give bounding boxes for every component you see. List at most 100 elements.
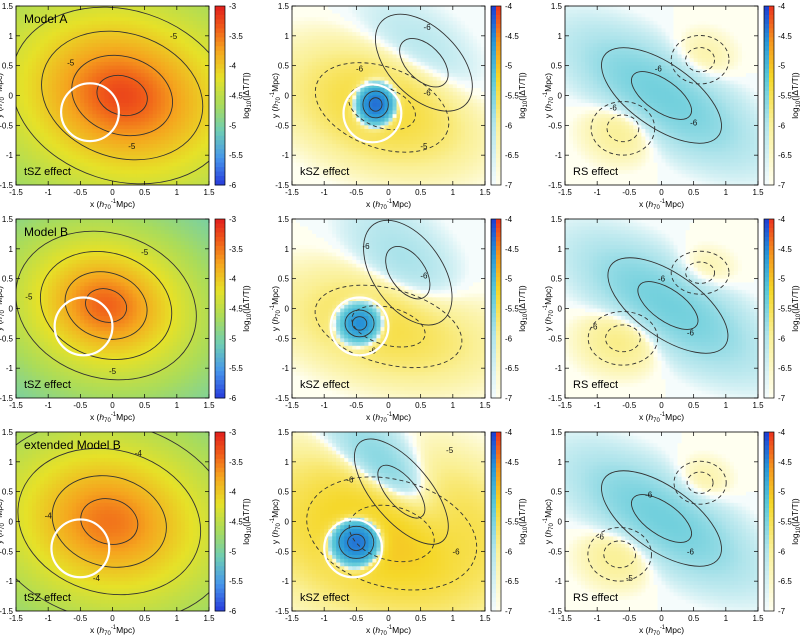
heatmap-cell — [84, 9, 89, 15]
contour-line — [16, 6, 209, 185]
heatmap-cell — [40, 166, 45, 171]
heatmap-cell — [76, 121, 81, 126]
heatmap-cell — [188, 151, 194, 156]
heatmap-cell — [420, 76, 426, 82]
heatmap-cell — [460, 20, 466, 26]
heatmap-cell — [124, 132, 130, 138]
heatmap-cell — [416, 65, 422, 70]
heatmap-cell — [316, 50, 321, 56]
heatmap-cell — [360, 69, 365, 74]
heatmap-cell — [344, 76, 349, 82]
colorbar-swatch-positive — [496, 28, 501, 34]
heatmap-cell — [404, 17, 410, 22]
heatmap-cell — [380, 125, 386, 130]
colorbar-swatch-positive — [496, 140, 501, 146]
heatmap-cell — [36, 114, 41, 119]
heatmap-cell — [424, 181, 430, 185]
heatmap-cell — [180, 65, 186, 70]
heatmap-cell — [164, 54, 170, 59]
heatmap-cell — [296, 35, 301, 41]
y-tick-label: 0.5 — [278, 62, 290, 71]
heatmap-cell — [84, 47, 89, 52]
heatmap-cell — [372, 166, 378, 171]
heatmap-cell — [112, 47, 118, 52]
heatmap-cell — [56, 65, 61, 70]
heatmap-cell — [460, 47, 466, 52]
heatmap-cell — [196, 102, 202, 108]
heatmap-cell — [340, 158, 345, 164]
heatmap-cell — [176, 88, 182, 93]
heatmap-cell — [448, 9, 454, 15]
heatmap-cell — [36, 9, 41, 15]
heatmap-cell — [424, 24, 430, 29]
heatmap-cell — [144, 147, 150, 153]
heatmap-cell — [64, 136, 69, 141]
heatmap-cell — [140, 88, 146, 93]
heatmap-cell — [96, 158, 102, 164]
heatmap-cell — [432, 65, 438, 70]
heatmap-cell — [48, 47, 53, 52]
heatmap-cell — [120, 129, 126, 134]
heatmap-cell — [148, 129, 154, 134]
heatmap-cell — [368, 110, 374, 115]
heatmap-cell — [196, 140, 202, 145]
heatmap-cell — [48, 125, 53, 130]
heatmap-cell — [160, 170, 166, 175]
heatmap-cell — [324, 39, 329, 44]
colorbar-tick-label: -6 — [229, 181, 237, 190]
heatmap-cell — [24, 125, 29, 130]
colorbar-tick-label: -4 — [505, 2, 513, 11]
heatmap-cell — [356, 54, 361, 59]
heatmap-cell — [468, 170, 474, 175]
heatmap-cell — [444, 13, 450, 18]
heatmap-cell — [184, 13, 190, 18]
heatmap-cell — [388, 47, 394, 52]
heatmap-cell — [40, 155, 45, 160]
heatmap-cell — [36, 39, 41, 44]
heatmap-cell — [48, 155, 53, 160]
heatmap-cell — [204, 132, 209, 138]
heatmap-cell — [132, 117, 138, 123]
heatmap-cell — [468, 155, 474, 160]
heatmap-cell — [412, 91, 418, 97]
heatmap-cell — [108, 47, 114, 52]
heatmap-cell — [324, 170, 329, 175]
colorbar-swatch-negative — [491, 104, 496, 110]
heatmap-cell — [569, 80, 574, 85]
heatmap-cell — [464, 76, 470, 82]
heatmap-cell — [64, 181, 69, 185]
heatmap-cell — [160, 102, 166, 108]
heatmap-cell — [404, 99, 410, 104]
heatmap-cell — [128, 136, 134, 141]
heatmap-cell — [308, 47, 313, 52]
heatmap-cell — [440, 61, 446, 67]
heatmap-cell — [404, 69, 410, 74]
colorbar-swatch — [215, 6, 225, 11]
heatmap-cell — [200, 17, 206, 22]
heatmap-cell — [148, 9, 154, 15]
heatmap-cell — [84, 140, 89, 145]
colorbar-tick-label: -3.5 — [229, 32, 243, 41]
heatmap-cell — [16, 140, 21, 145]
heatmap-cell — [44, 80, 49, 85]
heatmap-cell — [416, 17, 422, 22]
heatmap-cell — [336, 91, 341, 97]
heatmap-cell — [480, 69, 485, 74]
heatmap-cell — [300, 125, 305, 130]
heatmap-cell — [456, 110, 462, 115]
heatmap-cell — [100, 117, 106, 123]
heatmap-cell — [400, 147, 406, 153]
colorbar-swatch-negative — [491, 10, 496, 16]
heatmap-cell — [340, 91, 345, 97]
heatmap-cell — [565, 102, 570, 108]
heatmap-cell — [448, 43, 454, 48]
heatmap-cell — [64, 69, 69, 74]
heatmap-cell — [24, 162, 29, 167]
heatmap-cell — [56, 24, 61, 29]
heatmap-cell — [124, 129, 130, 134]
heatmap-cell — [112, 84, 118, 89]
heatmap-cell — [448, 110, 454, 115]
heatmap-cell — [312, 110, 317, 115]
heatmap-cell — [376, 9, 382, 15]
heatmap-cell — [420, 140, 426, 145]
